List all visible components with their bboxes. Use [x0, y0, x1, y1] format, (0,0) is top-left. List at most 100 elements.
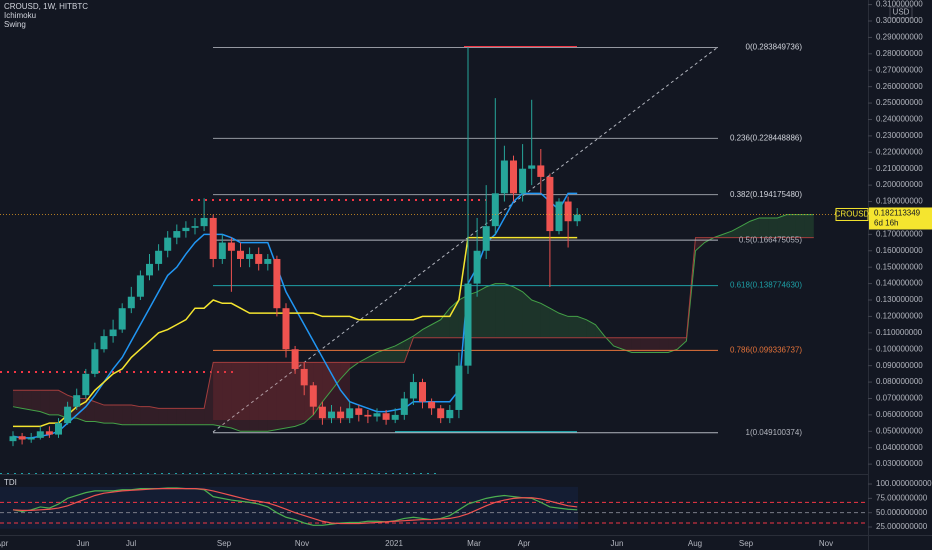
y-tick-label: 0.280000000	[876, 49, 923, 58]
cloud-segment	[276, 362, 286, 430]
price-tag-countdown: 6d 16h	[874, 219, 898, 228]
cloud-segment	[677, 337, 687, 350]
y-tick-label: 0.210000000	[876, 164, 923, 173]
cloud-segment	[94, 401, 104, 424]
cloud-segment	[40, 390, 50, 415]
candle-body	[55, 423, 62, 435]
y-tick-label: 0.270000000	[876, 65, 923, 74]
candle-body	[364, 414, 372, 417]
candle-body	[109, 329, 117, 337]
candle-body	[491, 193, 499, 227]
cloud-segment	[431, 319, 441, 338]
candle-body	[473, 250, 481, 284]
candle-body	[164, 237, 172, 251]
cloud-segment	[513, 286, 523, 338]
candle-body	[391, 414, 399, 420]
cloud-segment	[568, 316, 578, 338]
cloud-segment	[731, 226, 741, 238]
cloud-segment	[659, 337, 669, 353]
candle-body	[155, 250, 163, 264]
candle-body	[373, 413, 381, 417]
cloud-segment	[340, 362, 350, 379]
cloud-segment	[240, 362, 250, 432]
cloud-segment	[777, 214, 787, 238]
candle-body	[464, 283, 472, 366]
candle-body	[118, 308, 126, 330]
cloud-segment	[167, 408, 177, 425]
candle-body	[100, 336, 108, 350]
y-tick-label: 0.200000000	[876, 180, 923, 189]
cloud-segment	[504, 283, 514, 338]
indicator-label: Swing	[4, 20, 26, 29]
candle-body	[400, 398, 408, 415]
cloud-segment	[122, 405, 132, 425]
cloud-segment	[185, 408, 195, 425]
y-tick-label: 0.050000000	[876, 426, 923, 435]
y-tick-label: 0.060000000	[876, 410, 923, 419]
candle-body	[200, 217, 208, 227]
candle-body	[328, 411, 335, 419]
candle-body	[9, 436, 17, 442]
cloud-segment	[640, 337, 650, 353]
cloud-segment	[449, 300, 459, 338]
candle-body	[18, 436, 26, 440]
cloud-segment	[213, 362, 223, 427]
candle-body	[428, 401, 436, 409]
candle-body	[318, 406, 326, 419]
y-tick-label: 100.000000000	[876, 479, 932, 488]
x-tick-label: Mar	[467, 539, 481, 548]
cloud-segment	[522, 291, 532, 338]
candle-body	[355, 408, 363, 415]
y-tick-label: 0.250000000	[876, 98, 923, 107]
candle-body	[309, 385, 317, 407]
y-tick-label: 0.290000000	[876, 33, 923, 42]
cloud-segment	[804, 214, 814, 238]
cloud-segment	[422, 324, 432, 338]
cloud-segment	[231, 362, 241, 432]
candle-body	[446, 409, 454, 419]
candle-body	[127, 296, 135, 309]
candle-body	[227, 242, 235, 251]
tdi-title: TDI	[4, 478, 17, 487]
x-tick-label: Nov	[819, 539, 833, 548]
cloud-segment	[486, 283, 496, 338]
cloud-segment	[440, 308, 450, 338]
candle-body	[300, 368, 308, 386]
cloud-segment	[322, 362, 332, 402]
candle-body	[255, 254, 263, 264]
cloud-segment	[577, 316, 587, 338]
y-tick-label: 0.240000000	[876, 115, 923, 124]
cloud-segment	[631, 337, 641, 353]
cloud-segment	[204, 362, 214, 425]
x-tick-label: Sep	[739, 539, 754, 548]
candle-body	[191, 226, 199, 228]
cloud-segment	[149, 406, 159, 425]
range-box	[213, 362, 350, 420]
x-tick-label: Aug	[688, 539, 702, 548]
cloud-segment	[786, 214, 796, 238]
y-tick-label: 0.130000000	[876, 295, 923, 304]
fib-label: 0.382(0.194175480)	[730, 190, 802, 199]
currency-label: USD	[893, 8, 910, 17]
y-tick-label: 0.310000000	[876, 0, 923, 9]
cloud-segment	[31, 390, 41, 412]
fib-label: 0.236(0.228448886)	[730, 134, 802, 143]
cloud-segment	[540, 303, 550, 338]
x-tick-label: Apr	[518, 539, 531, 548]
y-tick-label: 0.190000000	[876, 197, 923, 206]
cloud-segment	[668, 337, 678, 353]
cloud-segment	[222, 362, 232, 429]
candle-body	[45, 431, 53, 435]
cloud-span-a	[12, 214, 814, 432]
candle-body	[519, 168, 527, 194]
candle-body	[382, 413, 390, 420]
symbol-title: CROUSD, 1W, HITBTC	[4, 2, 88, 11]
candle-body	[146, 263, 153, 276]
y-tick-label: 0.090000000	[876, 361, 923, 370]
candle-body	[346, 408, 354, 419]
candle-body	[564, 201, 572, 222]
cloud-segment	[158, 408, 168, 425]
candle-body	[419, 382, 426, 402]
cloud-segment	[722, 231, 732, 238]
